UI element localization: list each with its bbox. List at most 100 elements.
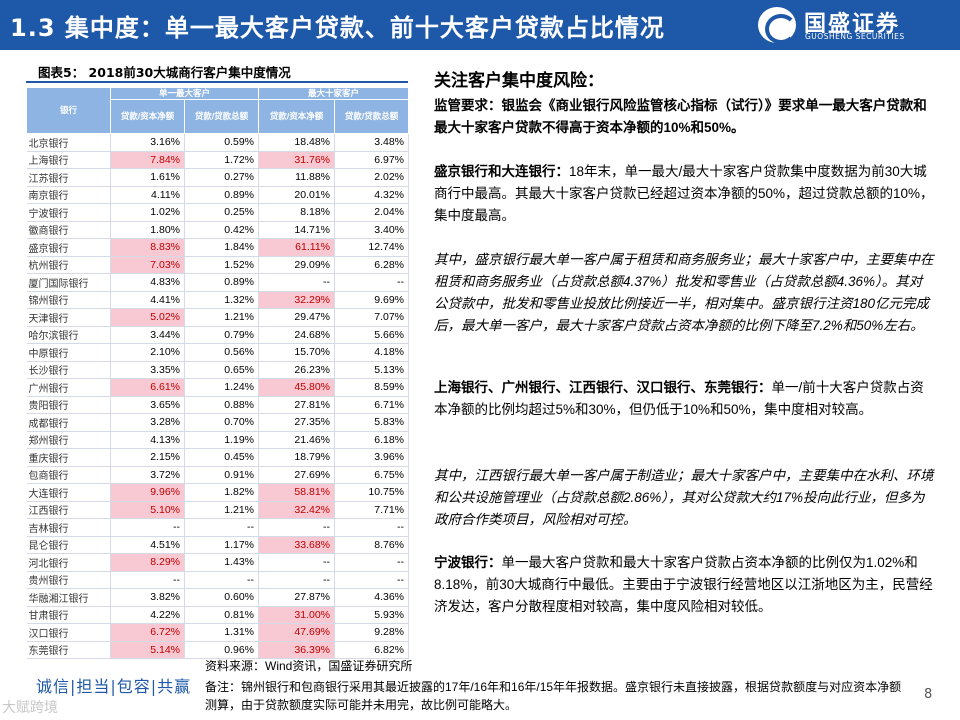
table-row: 锦州银行 4.41% 1.32% 32.29% 9.69% (26, 291, 410, 309)
table-row: 贵州银行 -- -- -- -- (26, 571, 410, 589)
table-row: 天津银行 5.02% 1.21% 29.47% 7.07% (26, 308, 410, 327)
paragraph-lead: 上海银行、广州银行、江西银行、汉口银行、东莞银行： (434, 380, 772, 395)
top10-capital-cell: 27.81% (258, 396, 336, 414)
top10-capital-cell: 58.81% (258, 483, 336, 502)
table-row: 广州银行 6.61% 1.24% 45.80% 8.59% (26, 378, 410, 397)
table-row: 包商银行 3.72% 0.91% 27.69% 6.75% (26, 466, 410, 484)
table-body: 北京银行 3.16% 0.59% 18.48% 3.48% 上海银行 7.84% 1.72% 3… (26, 133, 410, 659)
table-row: 吉林银行 -- -- -- -- (26, 518, 410, 537)
top10-loan-cell: 3.40% (334, 221, 410, 239)
data-source: 资料来源：Wind资讯，国盛证券研究所 (205, 659, 413, 673)
bank-name-cell: 锦州银行 (26, 291, 111, 309)
top10-capital-cell: 33.68% (258, 536, 336, 554)
table-row: 重庆银行 2.15% 0.45% 18.79% 3.96% (26, 448, 410, 467)
top10-capital-cell: 18.48% (258, 133, 336, 152)
top10-loan-cell: 4.36% (334, 588, 410, 607)
top10-loan-cell: 6.97% (334, 151, 410, 169)
jiangxi-detail-paragraph: 其中，江西银行最大单一客户属于制造业；最大十家客户中，主要集中在水利、环境和公共… (434, 468, 934, 527)
bank-name-cell: 贵州银行 (26, 571, 111, 589)
column-header: 贷款/贷款总额 (183, 99, 260, 134)
top10-loan-cell: 2.04% (334, 203, 410, 222)
single-loan-cell: 1.82% (184, 483, 260, 502)
top10-loan-cell: 6.75% (334, 466, 410, 484)
single-loan-cell: 1.52% (184, 256, 260, 274)
top10-capital-cell: 27.35% (258, 413, 336, 432)
top10-capital-cell: 32.29% (258, 291, 336, 309)
single-capital-cell: 5.14% (110, 641, 185, 659)
top10-loan-cell: 4.32% (334, 186, 410, 204)
single-capital-cell: 7.84% (110, 151, 185, 169)
single-loan-cell: -- (184, 518, 260, 537)
single-capital-cell: 3.35% (110, 361, 185, 379)
single-capital-cell: 3.28% (110, 413, 185, 432)
single-loan-cell: 1.19% (184, 431, 260, 449)
bank-name-cell: 贵阳银行 (26, 396, 111, 414)
logo-english-name: GUOSHENG SECURITIES (805, 32, 905, 41)
single-capital-cell: 1.80% (110, 221, 185, 239)
top10-capital-cell: 29.47% (258, 308, 336, 327)
single-capital-cell: 7.03% (110, 256, 185, 274)
bank-name-cell: 河北银行 (26, 553, 111, 572)
paragraph-lead: 盛京银行和大连银行： (434, 164, 569, 179)
top10-loan-cell: 6.18% (334, 431, 410, 449)
bank-name-cell: 哈尔滨银行 (26, 326, 111, 344)
logo-name: 国盛证券 (804, 12, 901, 37)
bank-name-cell: 南京银行 (26, 186, 111, 204)
top10-loan-cell: -- (334, 553, 410, 572)
table-row: 杭州银行 7.03% 1.52% 29.09% 6.28% (26, 256, 410, 274)
top10-loan-cell: -- (334, 518, 410, 537)
single-capital-cell: 3.82% (110, 588, 185, 607)
single-loan-cell: 1.43% (184, 553, 260, 572)
top10-loan-cell: -- (334, 571, 410, 589)
top10-loan-cell: 6.71% (334, 396, 410, 414)
single-capital-cell: -- (110, 571, 185, 589)
bank-name-cell: 昆仑银行 (26, 536, 111, 554)
single-capital-cell: 3.16% (110, 133, 185, 152)
top10-capital-cell: 32.42% (258, 501, 336, 519)
bank-name-cell: 包商银行 (26, 466, 111, 484)
bank-name-cell: 郑州银行 (26, 431, 111, 449)
top10-capital-cell: 18.79% (258, 448, 336, 467)
table-row: 江西银行 5.10% 1.21% 32.42% 7.71% (26, 501, 410, 519)
paragraph-body: 单一/前十大客户贷款占资本净额的比例均超过5%和30%，但仍低于10%和50%，… (434, 380, 924, 417)
top10-capital-cell: 31.76% (258, 151, 336, 169)
single-loan-cell: 0.89% (184, 273, 260, 292)
top10-loan-cell: 3.96% (334, 448, 410, 467)
single-loan-cell: 0.45% (184, 448, 260, 467)
top10-loan-cell: 6.82% (334, 641, 410, 659)
top10-loan-cell: 6.28% (334, 256, 410, 274)
table-row: 昆仑银行 4.51% 1.17% 33.68% 8.76% (26, 536, 410, 554)
single-loan-cell: 0.25% (184, 203, 260, 222)
bank-name-cell: 江西银行 (26, 501, 111, 519)
top10-loan-cell: 8.76% (334, 536, 410, 554)
table-row: 郑州银行 4.13% 1.19% 21.46% 6.18% (26, 431, 410, 449)
single-capital-cell: 1.02% (110, 203, 185, 222)
single-loan-cell: 0.81% (184, 606, 260, 624)
single-loan-cell: 1.31% (184, 623, 260, 642)
bank-name-cell: 厦门国际银行 (26, 273, 111, 292)
table-row: 徽商银行 1.80% 0.42% 14.71% 3.40% (26, 221, 410, 239)
bank-name-cell: 江苏银行 (26, 168, 111, 187)
table-row: 华融湘江银行 3.82% 0.60% 27.87% 4.36% (26, 588, 410, 607)
top10-capital-cell: 21.46% (258, 431, 336, 449)
table-row: 东莞银行 5.14% 0.96% 36.39% 6.82% (26, 641, 410, 659)
top10-loan-cell: 7.07% (334, 308, 410, 327)
top10-capital-cell: 45.80% (258, 378, 336, 397)
table-row: 厦门国际银行 4.83% 0.89% -- -- (26, 273, 410, 292)
company-logo: 国盛证券 GUOSHENG SECURITIES (758, 4, 948, 46)
table-row: 北京银行 3.16% 0.59% 18.48% 3.48% (26, 133, 410, 152)
top10-capital-cell: 15.70% (258, 343, 336, 362)
single-loan-cell: 0.27% (184, 168, 260, 187)
single-loan-cell: 1.21% (184, 308, 260, 327)
top10-capital-cell: 31.00% (258, 606, 336, 624)
page-title: 1.3 集中度：单一最大客户贷款、前十大客户贷款占比情况 (10, 14, 665, 42)
single-capital-cell: -- (110, 518, 185, 537)
top10-capital-cell: -- (258, 273, 336, 292)
single-capital-cell: 3.72% (110, 466, 185, 484)
bank-name-cell: 广州银行 (26, 378, 111, 397)
top10-loan-cell: 4.18% (334, 343, 410, 362)
bank-name-cell: 东莞银行 (26, 641, 111, 659)
table-row: 贵阳银行 3.65% 0.88% 27.81% 6.71% (26, 396, 410, 414)
single-capital-cell: 2.10% (110, 343, 185, 362)
single-capital-cell: 5.02% (110, 308, 185, 327)
